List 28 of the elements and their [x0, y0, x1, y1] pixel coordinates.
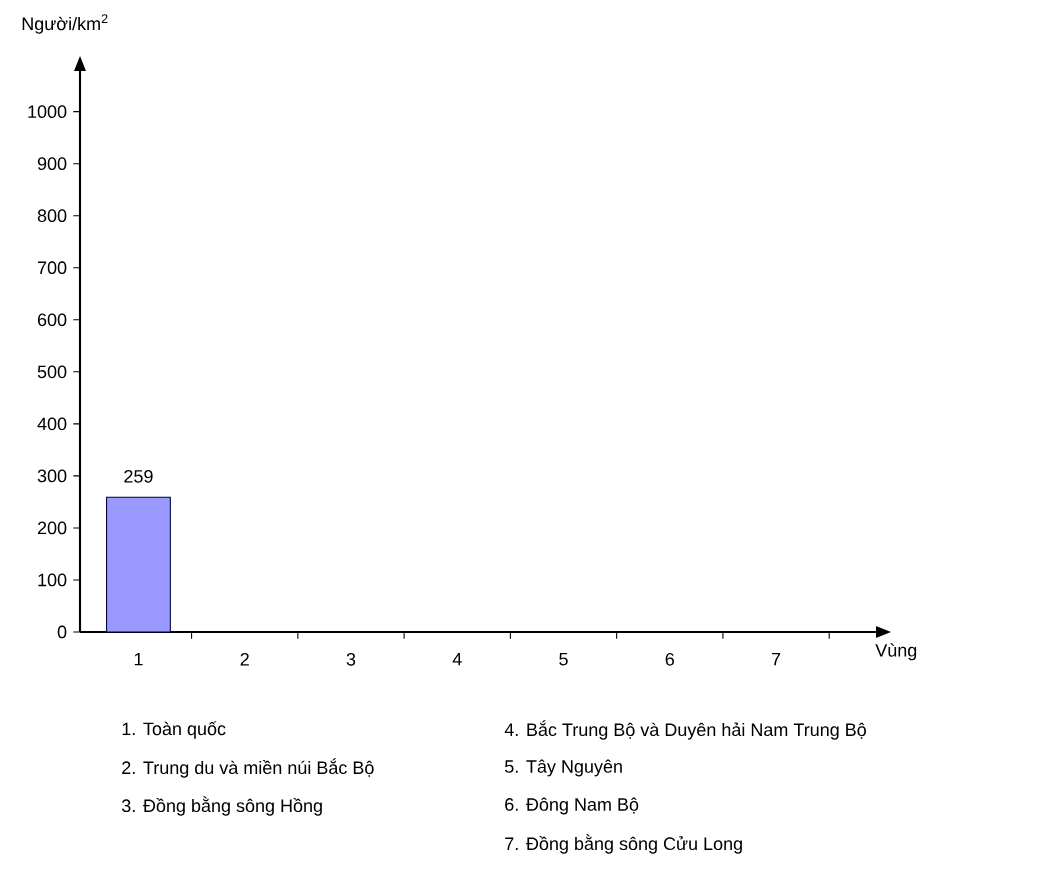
y-tick-label: 800	[37, 209, 67, 223]
text: 6. Đông Nam Bộ	[505, 797, 639, 815]
x-tick-label: 4	[452, 652, 462, 666]
y-tick-label: 200	[37, 521, 67, 535]
y-tick-label: 0	[57, 625, 67, 639]
x-tick-label: 2	[240, 652, 249, 666]
x-tick-label: 5	[559, 652, 568, 666]
x-tick-label: 6	[665, 652, 674, 666]
x-tick-label: 1	[134, 652, 143, 666]
y-tick-label: 400	[37, 417, 67, 431]
text: 5. Tây Nguyên	[504, 759, 622, 777]
y-tick-label: 1000	[28, 105, 67, 118]
text: 3. Đồng bằng sông Hồng	[121, 796, 322, 816]
data-label: 259	[124, 469, 153, 483]
x-tick-label: 7	[771, 652, 781, 666]
x-tick-label: 3	[346, 652, 356, 666]
y-tick-label: 100	[38, 573, 67, 587]
y-tick-label: 600	[37, 313, 67, 327]
y-tick-label: 700	[37, 261, 67, 275]
y-tick-label: 300	[37, 469, 67, 483]
text: 2. Trung du và miền núi Bắc Bộ	[122, 758, 374, 778]
y-tick-label: 500	[37, 365, 67, 379]
y-axis-title: Người/km$^{2}$	[22, 14, 108, 34]
text: 7. Đồng bằng sông Cửu Long	[505, 834, 742, 854]
x-axis-title: Vùng	[875, 643, 917, 661]
y-tick-label: 900	[37, 157, 67, 171]
text: 4. Bắc Trung Bộ và Duyên hải Nam Trung Bộ	[504, 720, 866, 740]
text: 1. Toàn quốc	[122, 721, 226, 739]
